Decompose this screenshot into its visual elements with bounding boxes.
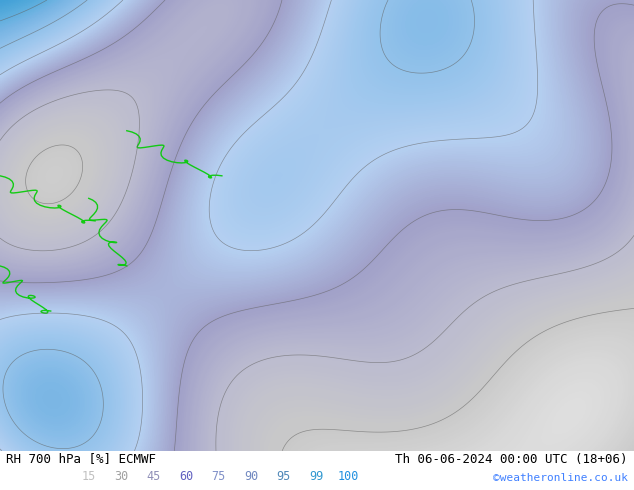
Text: RH 700 hPa [%] ECMWF: RH 700 hPa [%] ECMWF	[6, 453, 157, 466]
Text: 90: 90	[244, 470, 258, 483]
Text: 60: 60	[179, 470, 193, 483]
Text: 30: 30	[114, 470, 128, 483]
Text: 15: 15	[82, 470, 96, 483]
Text: ©weatheronline.co.uk: ©weatheronline.co.uk	[493, 473, 628, 483]
Text: 75: 75	[212, 470, 226, 483]
Text: 100: 100	[338, 470, 359, 483]
Text: 45: 45	[146, 470, 161, 483]
Text: 99: 99	[309, 470, 323, 483]
Text: 95: 95	[276, 470, 291, 483]
Text: Th 06-06-2024 00:00 UTC (18+06): Th 06-06-2024 00:00 UTC (18+06)	[395, 453, 628, 466]
